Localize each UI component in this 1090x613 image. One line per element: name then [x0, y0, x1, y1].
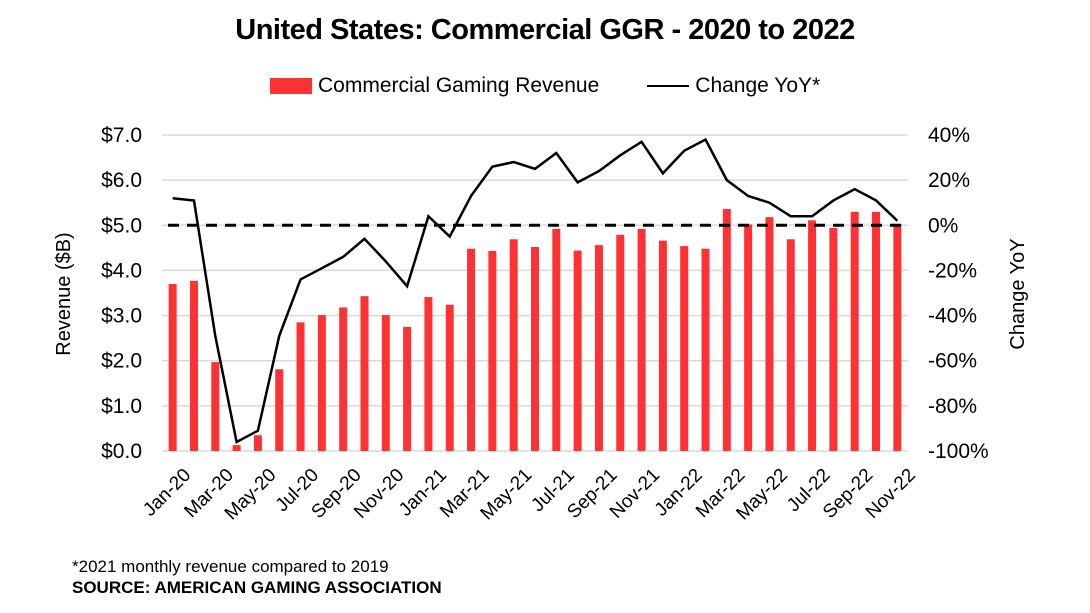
- revenue-bar: [765, 217, 774, 451]
- revenue-bar: [189, 280, 198, 451]
- y-tick-label: $7.0: [101, 124, 142, 147]
- revenue-bar: [253, 435, 262, 451]
- legend-bar-swatch: [270, 78, 312, 94]
- revenue-bar: [744, 224, 753, 451]
- y-tick-label: $6.0: [101, 169, 142, 192]
- chart-title: United States: Commercial GGR - 2020 to …: [235, 14, 855, 46]
- y-axis-label: Revenue ($B): [53, 232, 75, 355]
- revenue-bar: [808, 220, 817, 451]
- revenue-bar: [339, 307, 348, 451]
- y2-tick-label: -40%: [928, 305, 977, 328]
- revenue-bar: [722, 209, 731, 451]
- y-tick-label: $1.0: [101, 395, 142, 418]
- y-tick-label: $5.0: [101, 214, 142, 237]
- revenue-bar: [211, 362, 220, 451]
- revenue-bar: [829, 227, 838, 451]
- revenue-bar: [552, 228, 561, 451]
- yoy-change-line: [172, 137, 899, 444]
- revenue-bar: [232, 445, 241, 451]
- revenue-bar: [424, 297, 433, 451]
- revenue-bar: [594, 245, 603, 451]
- revenue-bar: [296, 322, 305, 451]
- y2-tick-label: -100%: [928, 440, 989, 463]
- legend-bar-label: Commercial Gaming Revenue: [318, 74, 600, 97]
- y2-tick-label: -80%: [928, 395, 977, 418]
- revenue-bar: [658, 240, 667, 451]
- legend-line-swatch: [647, 85, 690, 87]
- revenue-bar: [317, 315, 326, 451]
- y2-tick-label: 0%: [928, 214, 958, 237]
- y2-tick-label: 20%: [928, 169, 970, 192]
- revenue-bar: [872, 211, 881, 451]
- revenue-bar: [616, 234, 625, 451]
- revenue-bar: [403, 326, 412, 451]
- revenue-bar: [637, 228, 646, 451]
- revenue-bar: [701, 248, 710, 451]
- y2-tick-label: -60%: [928, 350, 977, 373]
- revenue-bar: [509, 239, 518, 451]
- revenue-bar: [275, 369, 284, 451]
- y2-axis-label: Change YoY: [1007, 238, 1029, 349]
- revenue-bar: [381, 315, 390, 451]
- revenue-bar: [467, 248, 476, 451]
- y-tick-label: $0.0: [101, 440, 142, 463]
- source-note: SOURCE: AMERICAN GAMING ASSOCIATION: [72, 578, 442, 597]
- legend: Commercial Gaming Revenue Change YoY*: [270, 74, 820, 98]
- y2-tick-label: 40%: [928, 124, 970, 147]
- revenue-bar: [680, 246, 689, 451]
- y-tick-label: $3.0: [101, 305, 142, 328]
- revenue-bar: [573, 250, 582, 451]
- y2-tick-label: -20%: [928, 259, 977, 282]
- revenue-bar: [850, 211, 859, 451]
- legend-line-label: Change YoY*: [695, 74, 821, 97]
- y-tick-label: $2.0: [101, 350, 142, 373]
- revenue-bar: [531, 246, 539, 451]
- revenue-bar: [893, 223, 902, 451]
- revenue-bar: [445, 304, 454, 451]
- revenue-bar: [786, 239, 795, 451]
- y-tick-label: $4.0: [101, 259, 142, 282]
- revenue-bar: [488, 251, 497, 451]
- revenue-bar: [360, 296, 369, 451]
- footnote: *2021 monthly revenue compared to 2019: [72, 557, 389, 576]
- revenue-bar: [168, 283, 177, 451]
